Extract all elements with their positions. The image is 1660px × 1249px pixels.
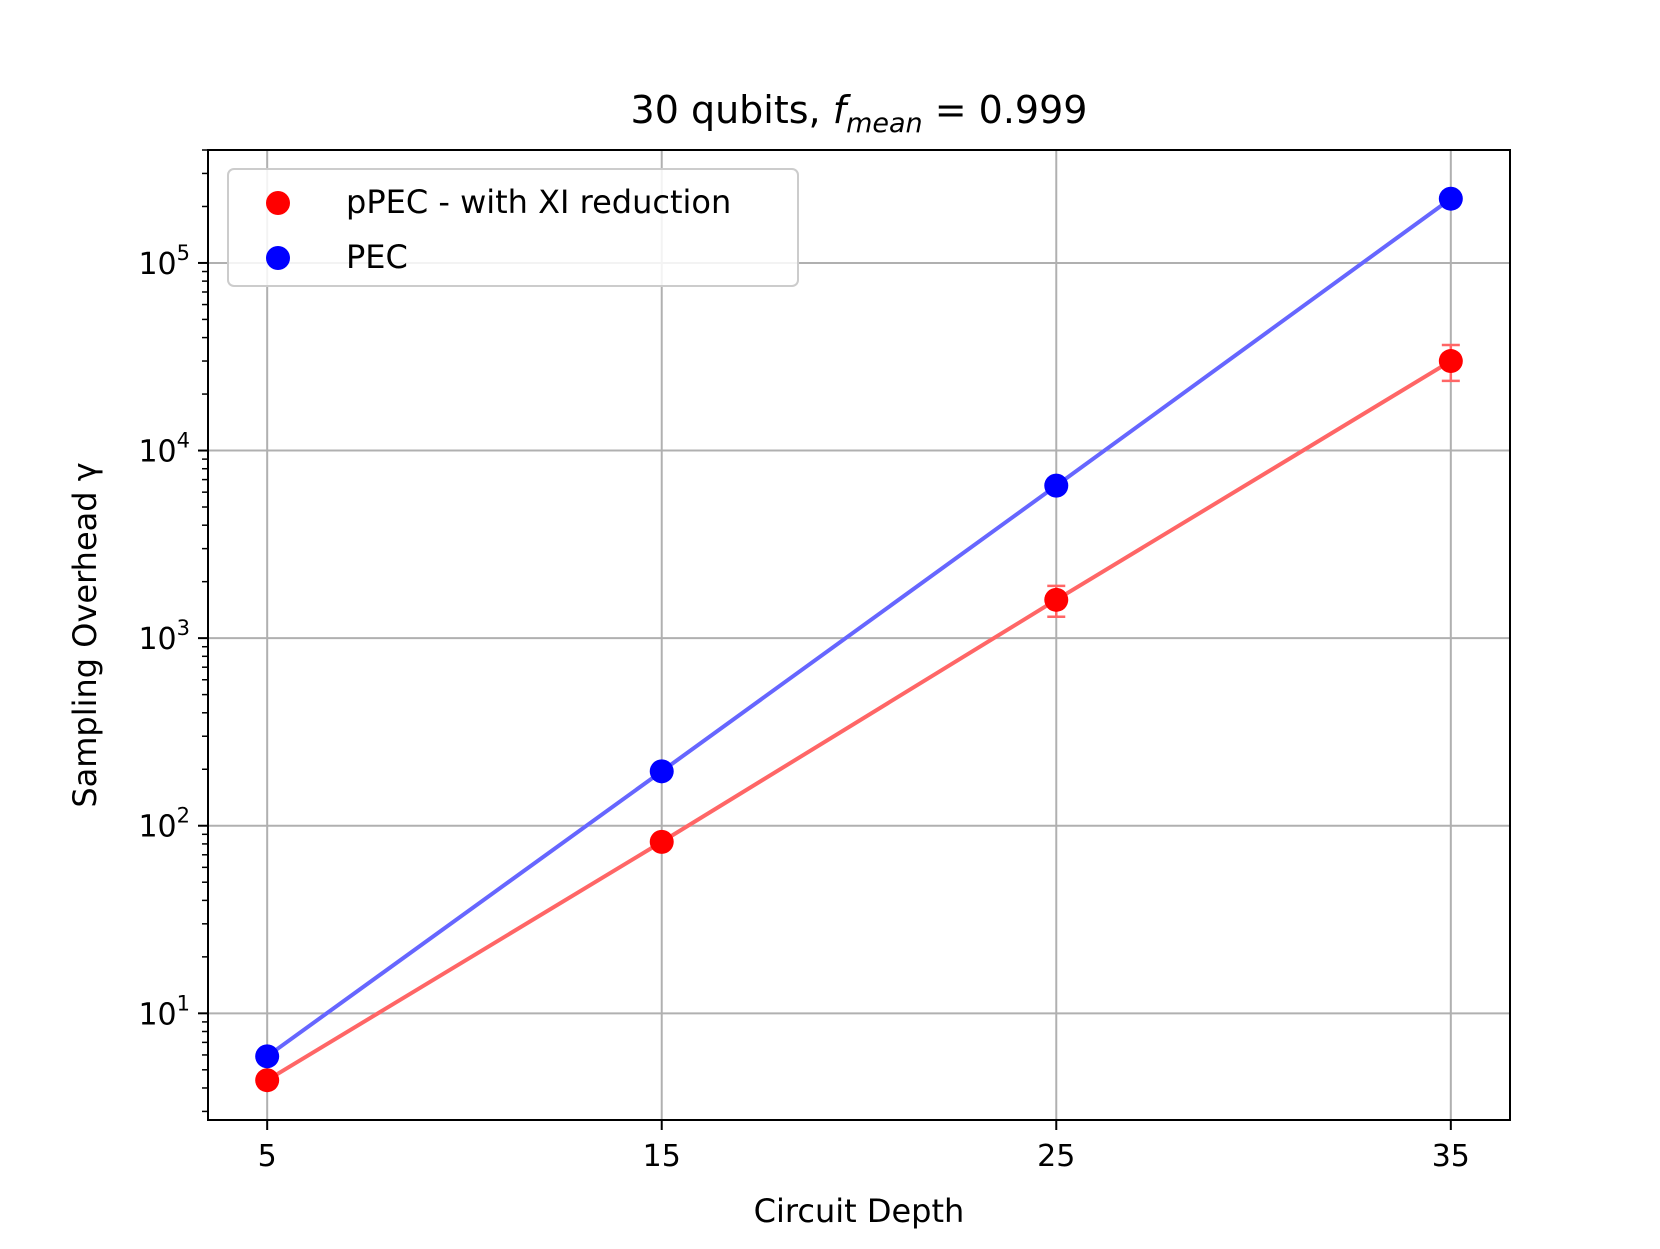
- series-0-point: [1044, 587, 1069, 612]
- x-tick-label: 15: [643, 1139, 681, 1174]
- y-axis: 101 102 103 104 105: [138, 149, 208, 1113]
- x-tick-label: 5: [258, 1139, 277, 1174]
- y-tick-label: 101: [138, 991, 190, 1032]
- legend-label: pPEC - with XI reduction: [346, 183, 731, 221]
- plot-frame: [207, 149, 1511, 1121]
- y-tick-label: 103: [138, 616, 190, 657]
- series-1-point: [1438, 186, 1463, 211]
- series-area: [255, 186, 1463, 1093]
- x-axis-label: Circuit Depth: [754, 1192, 965, 1230]
- series-1-point: [649, 759, 674, 784]
- y-tick-label: 105: [138, 241, 190, 282]
- series-1-point: [255, 1044, 280, 1069]
- series-0-point: [649, 829, 674, 854]
- x-tick-label: 35: [1432, 1139, 1470, 1174]
- title-suffix: = 0.999: [923, 88, 1088, 132]
- x-tick-label: 25: [1037, 1139, 1075, 1174]
- x-axis: 5 15 25 35: [258, 1120, 1470, 1174]
- title-f-subscript: mean: [846, 108, 923, 139]
- y-axis-label: Sampling Overhead γ: [66, 462, 104, 807]
- series-0-point: [1438, 349, 1463, 374]
- series-0-point: [255, 1068, 280, 1093]
- legend-marker: [266, 246, 290, 270]
- legend-box: [227, 168, 799, 287]
- series-1-line: [266, 197, 1452, 1058]
- legend: pPEC - with XI reduction PEC: [227, 168, 799, 287]
- series-0-line: [266, 359, 1452, 1082]
- series-1-point: [1044, 473, 1069, 498]
- y-tick-label: 104: [138, 429, 190, 470]
- y-tick-label: 102: [138, 804, 190, 845]
- legend-label: PEC: [346, 238, 408, 276]
- title-main: 30 qubits,: [631, 88, 833, 132]
- legend-marker: [266, 191, 290, 215]
